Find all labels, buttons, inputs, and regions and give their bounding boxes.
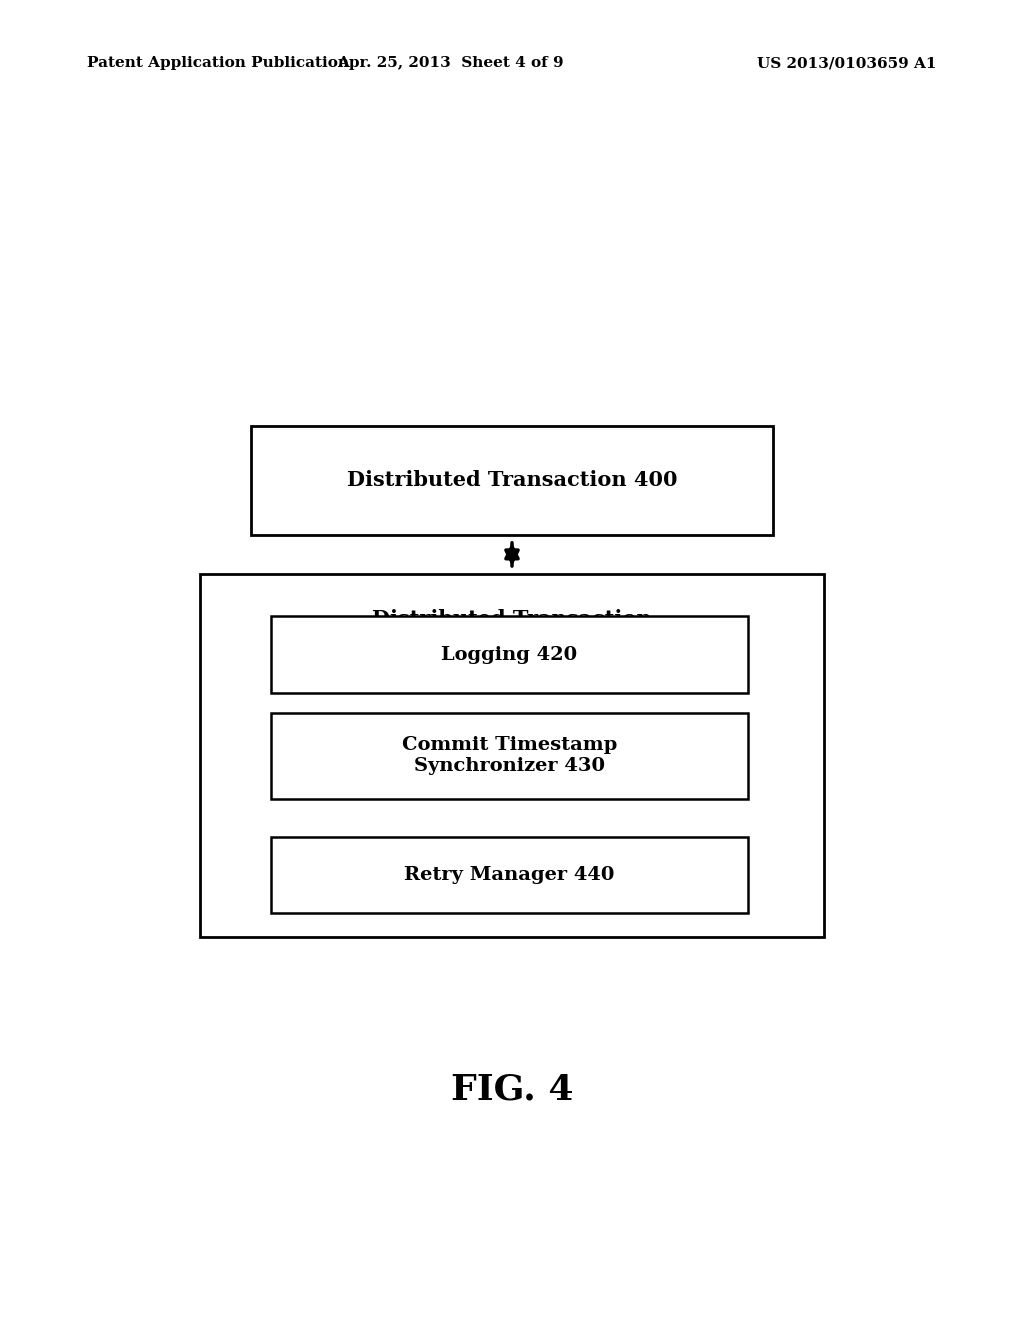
Text: Distributed Transaction
Management 410: Distributed Transaction Management 410	[372, 610, 652, 652]
Bar	[200, 574, 824, 937]
Text: Retry Manager 440: Retry Manager 440	[404, 866, 614, 884]
Bar	[251, 426, 773, 535]
Text: FIG. 4: FIG. 4	[451, 1072, 573, 1106]
Text: Apr. 25, 2013  Sheet 4 of 9: Apr. 25, 2013 Sheet 4 of 9	[337, 57, 564, 70]
Text: Patent Application Publication: Patent Application Publication	[87, 57, 349, 70]
Text: Commit Timestamp
Synchronizer 430: Commit Timestamp Synchronizer 430	[401, 737, 617, 775]
Bar	[271, 837, 748, 913]
Text: Logging 420: Logging 420	[441, 645, 578, 664]
Bar	[271, 713, 748, 799]
Text: US 2013/0103659 A1: US 2013/0103659 A1	[758, 57, 937, 70]
Bar	[271, 616, 748, 693]
Text: Distributed Transaction 400: Distributed Transaction 400	[347, 470, 677, 491]
